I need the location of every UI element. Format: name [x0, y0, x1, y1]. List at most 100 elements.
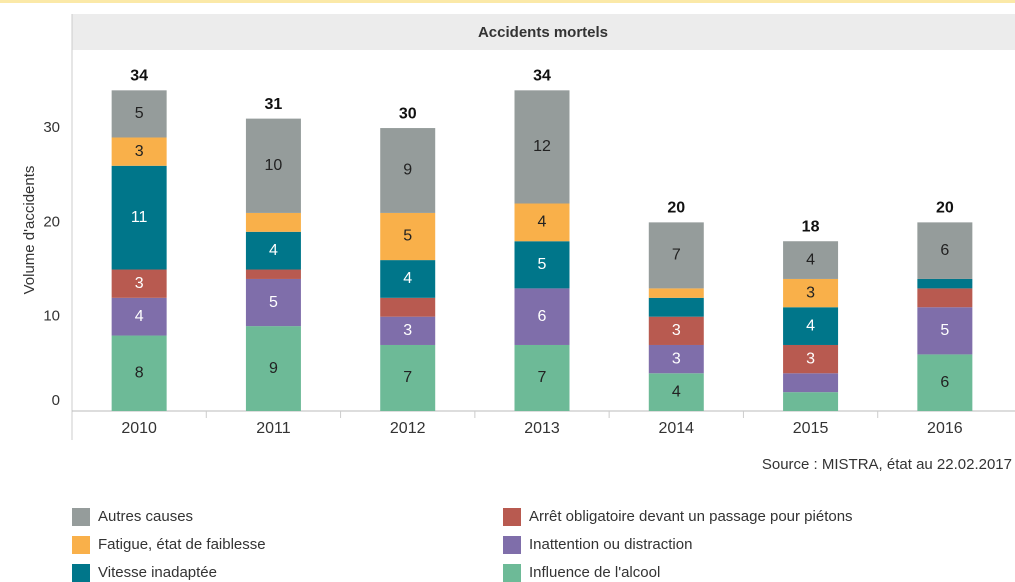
- legend-label: Inattention ou distraction: [529, 536, 692, 553]
- bar-segment: [917, 278, 973, 289]
- bar-segment: [917, 354, 973, 411]
- bar-segment: [514, 203, 570, 242]
- bar-segment: [917, 288, 973, 308]
- legend-swatch: [503, 508, 521, 526]
- bar-segment: [648, 288, 704, 298]
- legend-label: Vitesse inadaptée: [98, 564, 217, 581]
- segment-label: 4: [135, 308, 144, 325]
- segment-label: 4: [806, 317, 815, 334]
- legend-label: Autres causes: [98, 508, 193, 525]
- bar-segment: [917, 307, 973, 355]
- bar-segment: [514, 344, 570, 411]
- bar-segment: [648, 297, 704, 317]
- bar-segment: [245, 326, 301, 411]
- total-label: 30: [399, 105, 417, 122]
- legend-swatch: [503, 536, 521, 554]
- bar-segment: [648, 373, 704, 411]
- bar-segment: [111, 335, 167, 411]
- bar-segment: [783, 278, 839, 308]
- x-tick-label: 2010: [121, 420, 157, 437]
- segment-label: 7: [672, 247, 681, 264]
- segment-label: 7: [538, 369, 547, 386]
- segment-label: 3: [672, 322, 681, 339]
- legend-label: Fatigue, état de faiblesse: [98, 536, 266, 553]
- segment-label: 4: [538, 214, 547, 231]
- bar-segment: [648, 316, 704, 345]
- source: Source : MISTRA, état au 22.02.2017: [762, 456, 1012, 473]
- segment-label: 8: [135, 364, 144, 381]
- total-label: 20: [667, 200, 685, 217]
- segment-label: 3: [135, 143, 144, 160]
- segment-label: 10: [265, 157, 283, 174]
- bar-segment: [783, 373, 839, 393]
- segment-label: 5: [538, 256, 547, 273]
- y-tick-label: 30: [43, 119, 60, 136]
- bar-segment: [380, 297, 436, 317]
- bar-segment: [245, 212, 301, 232]
- bar-segment: [783, 344, 839, 374]
- bar-segment: [111, 269, 167, 298]
- bar-segment: [648, 222, 704, 289]
- total-label: 34: [533, 68, 551, 85]
- segment-label: 7: [403, 369, 412, 386]
- bar-segment: [380, 212, 436, 261]
- segment-label: 6: [538, 308, 547, 325]
- segment-label: 3: [672, 350, 681, 367]
- legend-label: Influence de l'alcool: [529, 564, 660, 581]
- bar-segment: [514, 90, 570, 204]
- bar-segment: [783, 241, 839, 279]
- bar-segment: [245, 278, 301, 327]
- total-label: 34: [130, 68, 148, 85]
- bar-segment: [380, 316, 436, 345]
- legend-label: Arrêt obligatoire devant un passage pour…: [529, 508, 853, 525]
- legend-swatch: [503, 564, 521, 582]
- bar-segment: [245, 269, 301, 279]
- segment-label: 3: [806, 350, 815, 367]
- x-tick-label: 2016: [927, 420, 963, 437]
- legend-swatch: [72, 564, 90, 582]
- bar-segment: [783, 392, 839, 411]
- bar-segment: [111, 90, 167, 138]
- header-band: [72, 14, 1015, 50]
- segment-label: 6: [940, 374, 949, 391]
- segment-label: 4: [806, 251, 815, 268]
- segment-label: 4: [403, 270, 412, 287]
- bar-segment: [245, 231, 301, 270]
- bar-segment: [380, 260, 436, 298]
- y-tick-label: 0: [52, 392, 60, 409]
- segment-label: 12: [533, 138, 551, 155]
- segment-label: 9: [269, 360, 278, 377]
- bar-segment: [380, 344, 436, 411]
- bar-segment: [783, 307, 839, 345]
- segment-label: 3: [135, 275, 144, 292]
- legend-swatch: [72, 508, 90, 526]
- x-tick-label: 2012: [390, 420, 426, 437]
- bar-segment: [111, 165, 167, 270]
- segment-label: 5: [940, 322, 949, 339]
- segment-label: 5: [269, 294, 278, 311]
- x-tick-label: 2013: [524, 420, 560, 437]
- segment-label: 3: [806, 284, 815, 301]
- segment-label: 6: [940, 242, 949, 259]
- segment-label: 4: [672, 383, 681, 400]
- segment-label: 5: [403, 228, 412, 245]
- chart-title: Accidents mortels: [478, 24, 608, 41]
- top-rule: [0, 0, 1015, 3]
- total-label: 20: [936, 200, 954, 217]
- bar-segment: [245, 118, 301, 213]
- y-axis-label: Volume d'accidents: [21, 166, 38, 295]
- x-tick-label: 2014: [658, 420, 694, 437]
- total-label: 18: [802, 218, 820, 235]
- bar-segment: [111, 137, 167, 166]
- y-tick-label: 10: [43, 308, 60, 325]
- bar-segment: [514, 241, 570, 289]
- segment-label: 3: [403, 322, 412, 339]
- x-tick-label: 2011: [256, 420, 291, 437]
- legend-swatch: [72, 536, 90, 554]
- segment-label: 5: [135, 105, 144, 122]
- bar-segment: [514, 288, 570, 345]
- segment-label: 9: [403, 162, 412, 179]
- bar-segment: [917, 222, 973, 279]
- x-tick-label: 2015: [793, 420, 829, 437]
- segment-label: 11: [131, 209, 148, 226]
